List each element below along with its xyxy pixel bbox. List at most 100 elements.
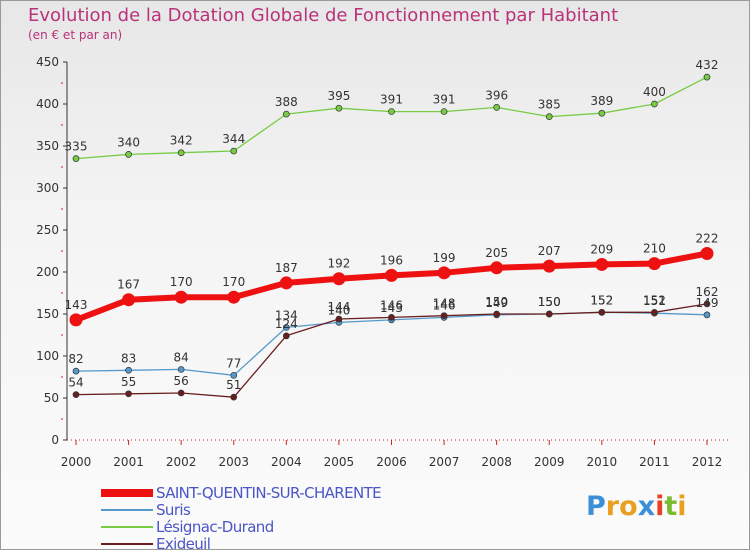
data-label: 209 xyxy=(590,242,613,256)
x-tick-label: 2005 xyxy=(324,455,355,469)
chart-subtitle: (en € et par an) xyxy=(28,28,123,42)
y-tick-label: 250 xyxy=(36,223,59,237)
series-layer xyxy=(69,73,714,401)
data-label: 77 xyxy=(226,356,241,370)
y-tick-label: 150 xyxy=(36,307,59,321)
data-label: 344 xyxy=(222,132,245,146)
data-label: 146 xyxy=(433,298,456,312)
chart-title: Evolution de la Dotation Globale de Fonc… xyxy=(28,5,619,26)
data-point xyxy=(440,108,448,115)
data-point xyxy=(125,390,132,398)
x-tick-label: 2003 xyxy=(218,455,249,469)
data-point xyxy=(279,276,293,290)
data-label: 389 xyxy=(590,94,613,108)
data-point xyxy=(332,272,346,286)
data-label: 55 xyxy=(121,375,136,389)
data-label: 207 xyxy=(538,244,561,258)
data-label: 432 xyxy=(696,58,719,72)
y-tick-label: 0 xyxy=(51,433,59,447)
data-point xyxy=(72,367,80,375)
x-tick-label: 2012 xyxy=(692,455,723,469)
legend-swatch xyxy=(101,489,153,497)
x-tick-label: 2009 xyxy=(534,455,565,469)
data-label: 187 xyxy=(275,261,298,275)
data-label: 391 xyxy=(380,93,403,107)
data-label: 140 xyxy=(327,303,350,317)
y-tick-label: 450 xyxy=(36,55,59,69)
y-tick-label: 350 xyxy=(36,139,59,153)
data-point xyxy=(440,312,448,320)
data-point xyxy=(598,308,606,316)
data-point xyxy=(703,300,711,308)
data-label: 124 xyxy=(275,317,298,331)
x-tick-label: 2002 xyxy=(166,455,197,469)
legend-label: SAINT-QUENTIN-SUR-CHARENTE xyxy=(156,484,382,502)
data-point xyxy=(703,311,711,319)
data-point xyxy=(598,109,606,117)
legend-label: Exideuil xyxy=(156,535,211,553)
data-label: 340 xyxy=(117,135,140,149)
data-point xyxy=(388,314,395,321)
data-label: 51 xyxy=(226,378,241,392)
data-label: 152 xyxy=(590,293,613,307)
data-point xyxy=(230,393,238,401)
x-tick-label: 2000 xyxy=(61,455,92,469)
data-label: 192 xyxy=(327,257,350,271)
data-label: 146 xyxy=(380,298,403,312)
data-label: 82 xyxy=(68,352,83,366)
x-tick-label: 2001 xyxy=(113,455,144,469)
data-label: 391 xyxy=(433,93,456,107)
chart-plot: 0 50 100 150 200 250 300 350 400 450 2000 2001 2002 2… xyxy=(36,55,731,469)
data-point xyxy=(335,315,343,323)
x-tick-label: 2006 xyxy=(376,455,407,469)
data-point xyxy=(388,108,395,115)
data-label: 400 xyxy=(643,85,666,99)
data-label: 148 xyxy=(433,297,456,311)
data-point xyxy=(545,113,553,120)
data-labels: 335 340 342 344 388 395 391 391 396 385 389 400 432 8… xyxy=(65,58,719,392)
data-label: 205 xyxy=(485,246,508,260)
data-point xyxy=(177,366,185,373)
data-point xyxy=(122,293,136,307)
data-label: 134 xyxy=(275,308,298,322)
data-point xyxy=(651,308,658,316)
data-point xyxy=(647,257,661,271)
data-label: 150 xyxy=(538,295,561,309)
data-point xyxy=(282,110,290,118)
logo-letter: x xyxy=(637,491,656,522)
data-point xyxy=(493,104,501,111)
data-label: 143 xyxy=(380,301,403,315)
data-point xyxy=(651,100,658,108)
data-point xyxy=(72,391,80,398)
data-label: 151 xyxy=(643,294,666,308)
proxiti-logo: Proxiti xyxy=(586,491,687,522)
data-point xyxy=(230,371,238,379)
data-label: 396 xyxy=(485,88,508,102)
logo-letter: r xyxy=(605,491,620,522)
legend-swatch xyxy=(101,526,153,528)
data-label: 149 xyxy=(696,296,719,310)
data-label: 143 xyxy=(65,298,88,312)
series-lesignac-durand xyxy=(72,73,711,162)
data-label: 342 xyxy=(170,134,193,148)
data-point xyxy=(700,247,714,261)
x-tick-label: 2011 xyxy=(639,455,670,469)
data-point xyxy=(335,104,343,112)
y-tick-label: 200 xyxy=(36,265,59,279)
data-point xyxy=(542,259,556,273)
data-point xyxy=(493,310,501,318)
data-label: 162 xyxy=(696,285,719,299)
data-label: 170 xyxy=(170,275,193,289)
legend-swatch xyxy=(101,543,153,545)
data-point xyxy=(385,268,398,282)
data-label: 196 xyxy=(380,253,403,267)
data-point xyxy=(125,366,132,374)
data-label: 84 xyxy=(174,350,189,364)
data-point xyxy=(125,151,132,158)
logo-letter: i xyxy=(677,491,687,522)
y-tick-label: 50 xyxy=(44,391,59,405)
data-label: 388 xyxy=(275,95,298,109)
x-tick-label: 2008 xyxy=(481,455,512,469)
data-label: 152 xyxy=(590,293,613,307)
